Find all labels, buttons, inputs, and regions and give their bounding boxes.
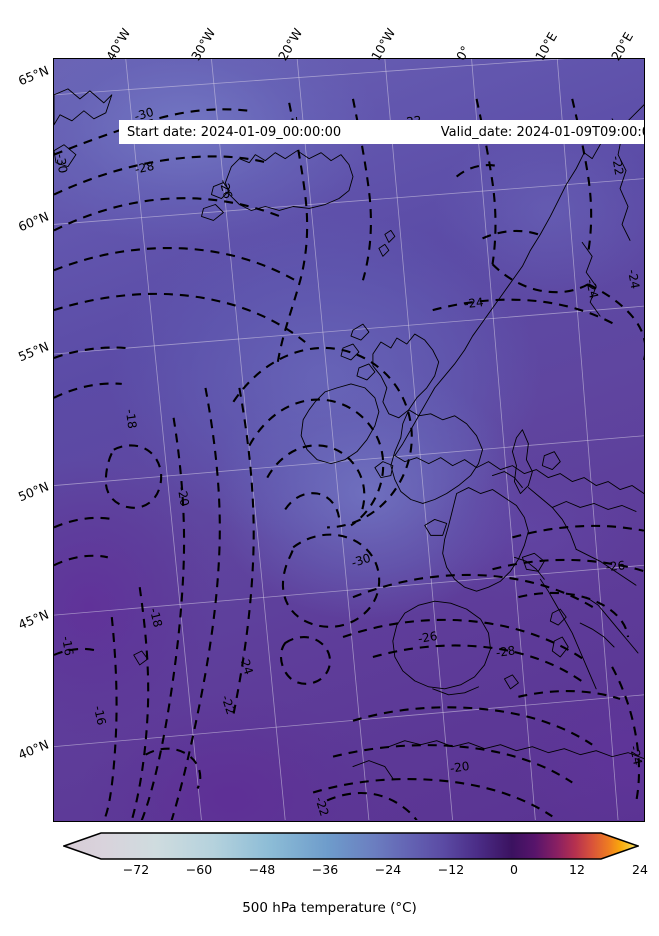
- colorbar[interactable]: [63, 832, 639, 860]
- contour-label-m30a: -30: [133, 105, 156, 124]
- colorbar-gradient: [63, 832, 639, 860]
- contour-label-m24b: -24: [463, 295, 484, 311]
- lat-tick-45N: 45°N: [15, 606, 51, 633]
- contour-label-m32a: -30: [54, 153, 70, 175]
- contour-label-m28a: -28: [133, 159, 155, 177]
- contour-label-m18b: -18: [147, 606, 165, 628]
- contour-label-m28b: -28: [495, 643, 516, 660]
- contour-label-m26a: -26: [217, 178, 236, 200]
- colorbar-tick-labels: −72 −60 −48 −36 −24 −12 0 12 24: [63, 862, 648, 880]
- contour-label-m24c: -24: [583, 278, 601, 300]
- lat-tick-40N: 40°N: [15, 736, 51, 763]
- contour-label-m24d: -24: [625, 268, 642, 290]
- contour-label-m18a: -18: [123, 408, 140, 429]
- cb-tick-m72: −72: [122, 862, 150, 877]
- cb-tick-m48: −48: [248, 862, 276, 877]
- lat-tick-50N: 50°N: [15, 478, 51, 505]
- lat-tick-65N: 65°N: [15, 62, 51, 89]
- cb-tick-m12: −12: [437, 862, 465, 877]
- contour-label-m22c: -22: [312, 795, 331, 818]
- contour-label-m22b: -22: [609, 155, 626, 177]
- graticule: [54, 59, 644, 821]
- cb-tick-m36: −36: [311, 862, 339, 877]
- date-info-bar: Start date: 2024-01-09_00:00:00 Valid_da…: [119, 120, 644, 144]
- map-plot-area[interactable]: -30 -28 -26 -24 -22 -22 -24 -24 -24 -18 …: [53, 58, 645, 822]
- colorbar-title: 500 hPa temperature (°C): [242, 900, 417, 916]
- valid-date-text: Valid_date: 2024-01-09T09:00:00.00: [440, 124, 644, 140]
- lat-tick-55N: 55°N: [15, 338, 51, 365]
- cb-tick-12: 12: [569, 862, 585, 877]
- contour-label-m26b: -26: [417, 629, 439, 646]
- cb-tick-0: 0: [510, 862, 518, 877]
- contour-label-m26c: -26: [605, 558, 626, 574]
- contour-label-m16b: -16: [91, 705, 109, 727]
- coastlines: [54, 88, 644, 779]
- contour-label-m20b: -20: [449, 759, 470, 776]
- temperature-contours: -30 -28 -26 -24 -22 -22 -24 -24 -24 -18 …: [54, 98, 644, 821]
- contour-label-m24f: -24: [627, 744, 644, 766]
- cb-tick-m24: −24: [374, 862, 402, 877]
- start-date-text: Start date: 2024-01-09_00:00:00: [127, 124, 342, 140]
- contour-label-m30b: -30: [350, 551, 373, 570]
- cb-tick-24: 24: [632, 862, 648, 877]
- contour-label-m24e: -24: [237, 654, 256, 677]
- contour-label-m20a: -20: [175, 486, 192, 508]
- lat-tick-60N: 60°N: [15, 208, 51, 235]
- cb-tick-m60: −60: [185, 862, 213, 877]
- contour-label-m22b2: -22: [219, 693, 238, 716]
- contour-label-m16a: -16: [59, 635, 76, 657]
